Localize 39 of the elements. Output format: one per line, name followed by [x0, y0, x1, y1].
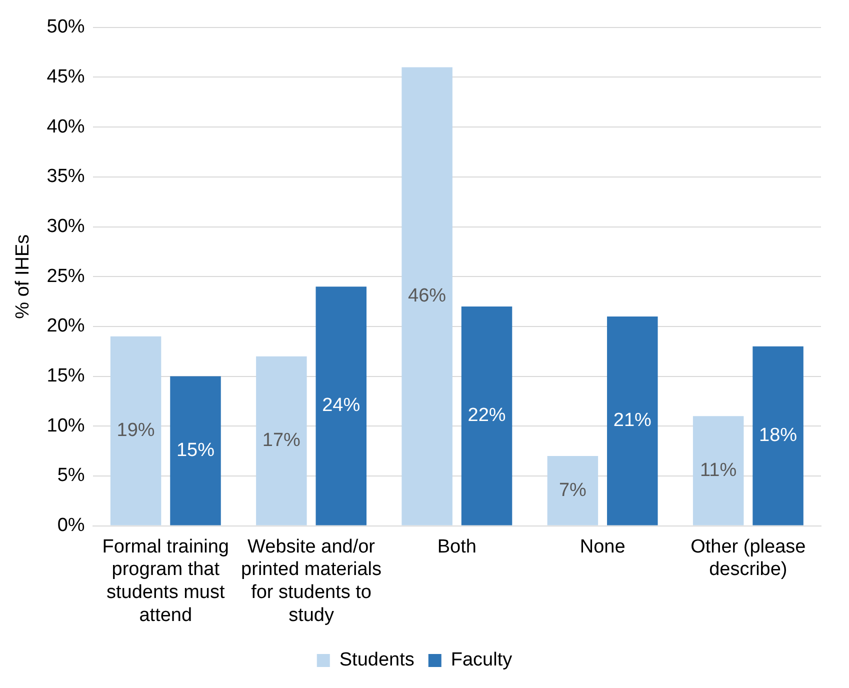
data-label: 15% — [176, 440, 215, 462]
y-axis-title: % of IHEs — [12, 234, 34, 319]
bar — [607, 316, 658, 526]
y-tick-label: 40% — [46, 116, 85, 138]
y-tick-label: 25% — [46, 266, 85, 287]
y-tick-label: 10% — [46, 415, 85, 436]
bar — [170, 376, 221, 526]
y-tick-label: 35% — [46, 166, 85, 188]
legend-label: Faculty — [450, 650, 513, 671]
x-tick-label: Both — [437, 536, 476, 558]
x-tick-label: None — [580, 536, 626, 558]
x-tick-label: Website and/or printed materials for students to study — [241, 536, 382, 626]
legend-label: Students — [339, 650, 414, 671]
x-tick-label: Formal training program that students must attend — [102, 536, 230, 626]
bar — [110, 336, 162, 526]
bar — [692, 416, 744, 526]
data-label: 46% — [408, 286, 446, 307]
data-label: 21% — [613, 410, 652, 432]
bar — [752, 346, 804, 526]
y-tick-label: 0% — [57, 515, 85, 536]
bar — [316, 286, 367, 526]
bar — [461, 306, 512, 526]
y-tick-label: 30% — [46, 216, 85, 237]
bar — [256, 356, 307, 526]
y-tick-label: 45% — [46, 66, 85, 88]
bar — [547, 456, 598, 526]
data-label: 7% — [558, 480, 587, 501]
data-label: 11% — [700, 460, 737, 481]
bar — [402, 67, 452, 526]
y-tick-label: 50% — [46, 16, 85, 38]
data-label: 18% — [759, 425, 798, 446]
y-tick-label: 5% — [57, 465, 85, 486]
data-label: 22% — [468, 405, 506, 426]
data-label: 17% — [262, 430, 301, 452]
y-tick-label: 15% — [46, 366, 85, 387]
x-tick-label: Other (please describe) — [690, 536, 806, 580]
y-tick-label: 20% — [46, 316, 85, 337]
data-label: 19% — [116, 420, 155, 442]
data-label: 24% — [322, 395, 360, 416]
